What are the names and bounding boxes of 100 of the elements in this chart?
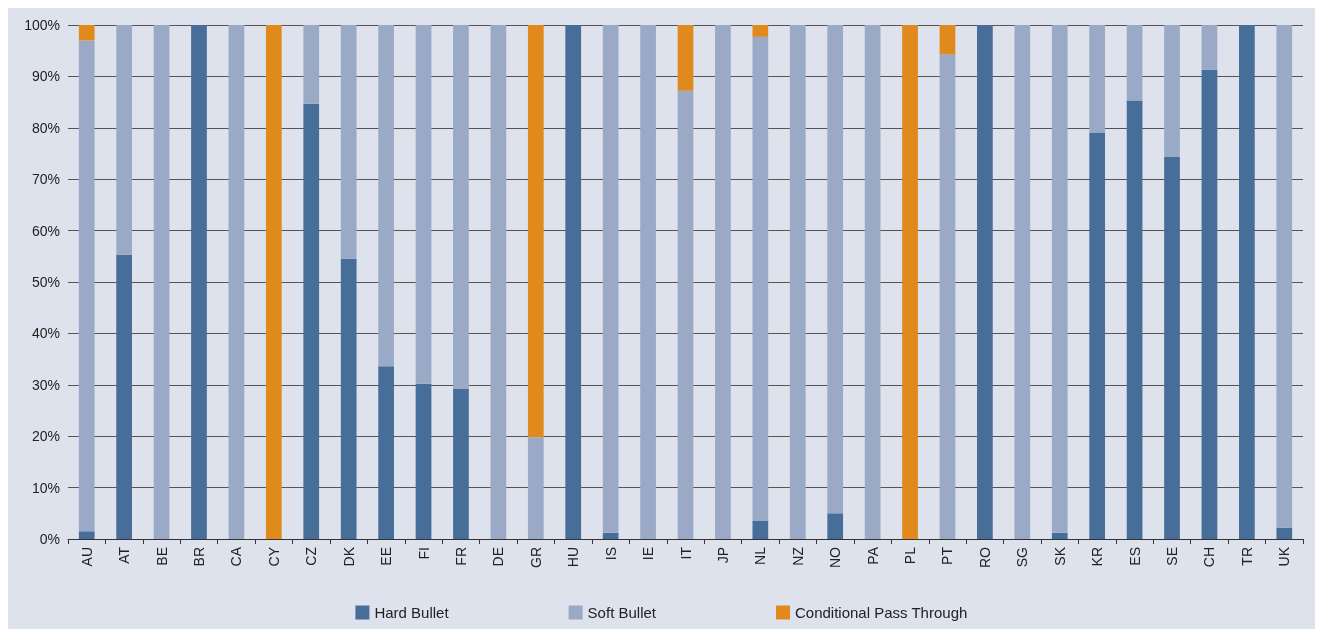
x-tick-label: JP <box>714 547 731 564</box>
bar <box>1089 132 1106 539</box>
bar <box>78 40 95 532</box>
bar <box>191 25 207 539</box>
bar <box>415 383 432 539</box>
bar <box>827 513 844 539</box>
x-tick-label: SE <box>1164 547 1181 566</box>
bar <box>303 103 320 539</box>
bar <box>602 25 619 533</box>
bar <box>1201 25 1218 70</box>
x-tick-label: IS <box>602 547 619 561</box>
y-tick-label: 100% <box>24 17 60 33</box>
y-tick-label: 50% <box>31 274 60 290</box>
x-tick-label: CH <box>1201 547 1218 568</box>
bar <box>116 25 132 255</box>
bar <box>116 254 132 539</box>
x-tick-label: NL <box>752 546 769 565</box>
bar <box>453 388 469 539</box>
x-tick-label: RO <box>976 546 993 568</box>
x-tick-label: NO <box>827 546 844 568</box>
bar <box>677 25 694 91</box>
bar <box>378 25 394 367</box>
bar <box>340 258 357 539</box>
bar <box>378 366 394 539</box>
bar <box>1276 25 1293 528</box>
y-tick-label: 90% <box>31 68 60 85</box>
bar <box>715 25 731 539</box>
legend-label: Soft Bullet <box>587 604 657 621</box>
x-tick-label: DK <box>340 546 357 567</box>
bar <box>490 25 507 539</box>
x-tick-label: FI <box>415 547 432 560</box>
bar <box>153 25 170 539</box>
y-tick-label: 60% <box>31 222 60 239</box>
x-tick-label: CA <box>228 546 245 567</box>
x-tick-label: PL <box>902 546 919 565</box>
y-tick-label: 80% <box>31 119 60 136</box>
bar <box>939 25 956 55</box>
x-tick-label: AT <box>116 546 133 564</box>
legend-label: Hard Bullet <box>374 604 450 621</box>
y-tick-label: 40% <box>31 325 60 342</box>
y-tick-label: 10% <box>31 479 60 496</box>
bar <box>789 25 806 539</box>
bar <box>864 25 881 539</box>
y-tick-label: 30% <box>31 376 60 393</box>
x-tick-label: SK <box>1051 546 1068 566</box>
x-tick-label: EE <box>378 547 395 566</box>
bar <box>303 25 320 104</box>
bar <box>640 25 656 539</box>
bar <box>1089 25 1106 133</box>
bar <box>939 54 956 539</box>
x-tick-label: CY <box>265 546 282 567</box>
x-tick-label: SG <box>1014 547 1031 568</box>
x-tick-label: ES <box>1126 547 1143 566</box>
x-tick-label: NZ <box>789 546 806 566</box>
bar <box>752 36 769 522</box>
bar <box>453 25 469 389</box>
bar <box>1051 532 1068 539</box>
bar <box>340 25 357 259</box>
bar <box>1239 25 1255 539</box>
x-tick-label: CZ <box>303 546 320 566</box>
x-tick-label: PT <box>939 546 956 565</box>
x-tick-label: IE <box>640 547 657 561</box>
bar <box>1201 69 1218 539</box>
bar <box>1126 100 1143 539</box>
x-tick-label: FR <box>452 547 469 566</box>
x-tick-label: GR <box>527 547 544 568</box>
bar <box>1164 25 1180 158</box>
bar <box>527 25 544 438</box>
bar <box>228 25 245 539</box>
legend-label: Conditional Pass Through <box>794 604 968 621</box>
x-tick-label: KR <box>1089 547 1106 567</box>
bar <box>415 25 432 384</box>
x-tick-label: BR <box>190 547 207 567</box>
x-tick-label: IT <box>677 546 694 560</box>
bar <box>1164 157 1180 539</box>
x-tick-label: UK <box>1276 546 1293 567</box>
bar <box>902 25 918 539</box>
x-tick-label: BE <box>153 547 170 566</box>
x-tick-label: AU <box>78 547 95 567</box>
x-tick-label: TR <box>1238 547 1255 566</box>
bar <box>602 532 619 539</box>
y-tick-label: 20% <box>31 428 60 445</box>
bar <box>977 25 993 539</box>
bar <box>527 437 544 539</box>
bar <box>752 25 769 37</box>
y-tick-label: 0% <box>39 531 60 547</box>
bar <box>677 90 694 539</box>
bar <box>1014 25 1031 539</box>
x-tick-label: HU <box>565 547 582 568</box>
bar <box>1126 25 1143 101</box>
x-tick-label: DE <box>490 547 507 567</box>
x-tick-label: PA <box>864 546 881 565</box>
bar <box>565 25 582 539</box>
bar <box>1051 25 1068 533</box>
bar <box>827 25 844 514</box>
y-tick-label: 70% <box>31 171 60 188</box>
bar <box>265 25 282 539</box>
bar <box>1276 527 1293 539</box>
bar <box>78 531 95 539</box>
bar <box>752 521 769 539</box>
